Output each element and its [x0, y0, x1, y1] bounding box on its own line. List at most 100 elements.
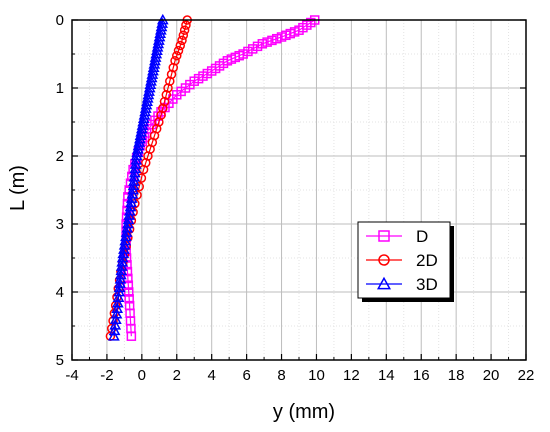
data-point-2d [177, 35, 187, 46]
data-point-3d [115, 260, 128, 271]
x-tick-label: 6 [242, 367, 250, 384]
data-point-d [124, 294, 134, 304]
data-point-3d [113, 281, 126, 293]
legend-marker-d [378, 230, 390, 242]
data-point-3d [119, 234, 132, 246]
y-tick-label: 0 [56, 12, 64, 29]
data-point-3d [128, 171, 141, 182]
y-tick-label: 3 [56, 216, 64, 233]
data-point-3d [125, 196, 138, 208]
data-point-d [122, 266, 133, 277]
x-tick-label: 4 [208, 367, 216, 384]
data-point-2d [163, 83, 173, 93]
data-point-3d [123, 209, 136, 220]
x-tick-label: 14 [378, 367, 395, 384]
legend-marker-2d [378, 254, 390, 266]
data-point-2d [159, 96, 170, 107]
legend-label-3d: 3D [416, 275, 438, 294]
data-point-3d [122, 213, 135, 225]
data-point-d [276, 32, 287, 42]
y-axis-label: L (m) [7, 165, 29, 211]
data-point-3d [111, 302, 124, 314]
data-point-2d [179, 25, 190, 35]
data-point-3d [108, 330, 120, 341]
data-point-2d [173, 45, 184, 56]
data-point-3d [115, 268, 127, 280]
x-tick-label: 22 [518, 367, 535, 384]
data-point-2d [138, 164, 149, 175]
data-point-3d [129, 162, 142, 174]
data-point-3d [130, 149, 143, 161]
data-point-3d [111, 296, 124, 308]
data-point-3d [108, 324, 121, 336]
data-point-3d [122, 217, 134, 229]
y-tick-label: 4 [56, 284, 64, 301]
x-tick-label: 10 [308, 367, 325, 384]
data-point-3d [127, 183, 139, 195]
data-point-3d [118, 243, 130, 254]
x-tick-label: 18 [448, 367, 465, 384]
x-tick-label: 0 [138, 367, 146, 384]
data-point-3d [130, 154, 143, 165]
x-tick-label: 12 [343, 367, 360, 384]
data-point-d [257, 39, 268, 49]
data-point-2d [172, 50, 182, 61]
legend-label-2d: 2D [416, 251, 438, 270]
data-point-2d [168, 62, 179, 73]
data-point-3d [118, 239, 131, 250]
x-tick-label: 2 [173, 367, 181, 384]
data-point-2d [165, 76, 175, 86]
legend-label-d: D [416, 227, 428, 246]
y-tick-label: 1 [56, 80, 64, 97]
data-point-3d [129, 158, 142, 169]
data-point-3d [117, 247, 130, 259]
data-point-2d [161, 90, 172, 100]
data-point-2d [178, 30, 189, 41]
data-point-d [271, 33, 282, 44]
data-point-3d [120, 230, 132, 242]
data-point-3d [114, 277, 126, 288]
x-axis-label: y (mm) [273, 401, 335, 423]
data-point-3d [113, 285, 126, 297]
data-point-3d [128, 166, 141, 178]
data-point-3d [110, 307, 123, 319]
series-3d [108, 13, 169, 341]
data-point-3d [116, 251, 129, 263]
y-tick-label: 2 [56, 148, 64, 165]
data-point-3d [109, 313, 122, 325]
data-point-d [267, 35, 277, 46]
data-point-d [262, 37, 272, 47]
data-point-3d [114, 273, 127, 284]
data-point-d [247, 44, 258, 54]
data-point-2d [166, 69, 177, 80]
x-tick-label: -2 [100, 367, 113, 384]
y-tick-label: 5 [56, 352, 64, 369]
data-point-3d [109, 319, 122, 330]
series-layer [105, 13, 320, 341]
data-point-3d [123, 205, 136, 216]
data-point-d [252, 41, 263, 52]
data-point-3d [115, 264, 128, 276]
data-point-3d [126, 188, 139, 199]
data-point-2d [134, 181, 144, 192]
x-tick-label: -4 [65, 367, 78, 384]
data-point-3d [127, 179, 140, 191]
data-point-2d [158, 103, 168, 114]
data-point-3d [128, 175, 140, 186]
data-point-2d [181, 20, 191, 30]
legend-marker-3d [376, 276, 392, 290]
data-point-3d [116, 256, 129, 267]
x-tick-label: 20 [483, 367, 500, 384]
data-point-d [126, 331, 137, 341]
legend: D 2D 3D [357, 221, 454, 302]
data-point-3d [124, 200, 137, 212]
data-point-3d [112, 291, 125, 302]
data-point-3d [121, 222, 134, 233]
x-tick-label: 8 [277, 367, 285, 384]
x-tick-label: 16 [413, 367, 430, 384]
data-point-3d [125, 192, 138, 203]
data-point-3d [120, 226, 133, 237]
data-point-2d [170, 56, 180, 66]
